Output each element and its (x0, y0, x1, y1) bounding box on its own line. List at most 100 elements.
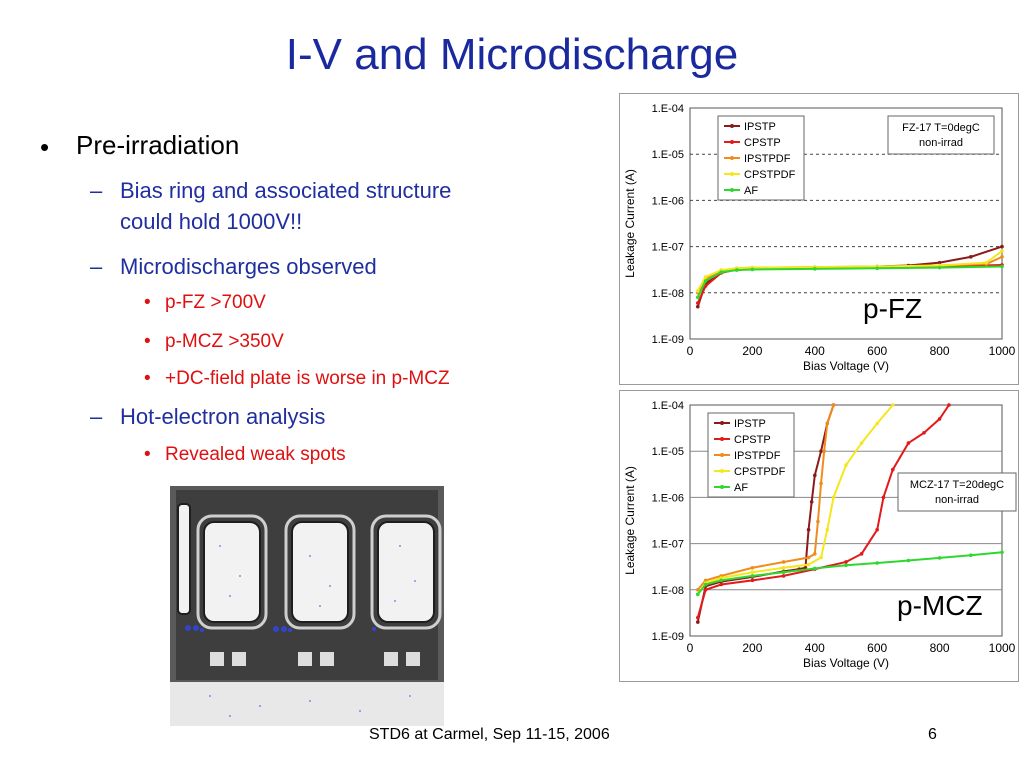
data-point-cpstpdf (1000, 249, 1004, 253)
legend-marker (720, 469, 724, 473)
annotation-text: non-irrad (935, 494, 979, 506)
bullet-weak-spots: Revealed weak spots (165, 444, 346, 465)
data-point-ipstp (1000, 244, 1004, 249)
pfz-iv-chart: 1.E-09 1.E-08 1.E-07 1.E-06 1.E-05 1.E-04 0 200… (619, 93, 1019, 385)
data-point-cpstpdf (831, 495, 836, 500)
data-point-ipstp (813, 473, 817, 478)
x-tick-label: 0 (687, 344, 694, 358)
data-point-af (719, 578, 723, 583)
data-point-ipstpdf (819, 481, 823, 486)
data-point-cpstp (891, 467, 895, 472)
y-tick-label: 1.E-07 (652, 539, 684, 551)
legend-marker (720, 453, 724, 457)
data-point-af (813, 566, 817, 571)
sub-bullet-dot: • (144, 444, 151, 465)
data-point-ipstp (806, 527, 811, 532)
data-point-af (735, 268, 739, 272)
data-point-cpstp (937, 417, 942, 421)
sub-bullet-dot: • (144, 368, 151, 389)
data-point-ipstp (696, 304, 700, 309)
data-point-ipstpdf (816, 519, 820, 524)
data-point-af (906, 558, 911, 563)
data-point-af (750, 267, 755, 272)
x-tick-label: 1000 (989, 344, 1016, 358)
data-point-cpstpdf (806, 562, 811, 567)
data-point-cpstpdf (875, 421, 879, 426)
page-number: 6 (928, 726, 937, 743)
data-point-cpstpdf (984, 260, 989, 265)
legend-marker (720, 485, 724, 489)
legend-label: IPSTP (744, 121, 776, 133)
data-point-ipstpdf (696, 588, 700, 592)
data-point-cpstpdf (696, 289, 700, 293)
data-point-af (937, 265, 942, 270)
data-point-af (875, 266, 879, 271)
legend-marker (730, 140, 734, 144)
data-point-ipstp (696, 620, 700, 624)
legend-marker (720, 421, 724, 425)
legend-marker (730, 188, 734, 192)
bullet-pfz: p-FZ >700V (165, 292, 266, 313)
data-point-cpstp (703, 588, 708, 592)
series-line-ipstpdf (697, 404, 835, 591)
y-tick-label: 1.E-08 (652, 585, 684, 597)
legend-label: CPSTP (744, 137, 781, 149)
dash-marker: – (90, 404, 103, 429)
pfz-caption: p-FZ (863, 293, 923, 324)
data-point-cpstp (922, 431, 926, 435)
x-tick-label: 600 (867, 641, 887, 655)
annotation-text: FZ-17 T=0degC (902, 122, 980, 134)
data-point-ipstp (937, 260, 942, 265)
series-line-af (697, 551, 1003, 595)
data-point-af (719, 270, 723, 274)
data-point-cpstpdf (891, 403, 895, 407)
data-point-af (696, 592, 700, 597)
series-line-cpstpdf (696, 250, 1003, 292)
data-point-af (781, 570, 786, 575)
sub-bullet-dot: • (144, 292, 151, 313)
footer-text: STD6 at Carmel, Sep 11-15, 2006 (369, 726, 610, 743)
bullet-dot: • (40, 132, 50, 162)
x-tick-label: 400 (805, 344, 825, 358)
x-tick-label: 0 (687, 641, 694, 655)
data-point-af (937, 556, 942, 560)
x-tick-label: 1000 (989, 641, 1016, 655)
data-point-af (969, 553, 973, 558)
bullet-bias-ring: Bias ring and associated structure (120, 178, 452, 203)
data-point-cpstpdf (750, 570, 755, 575)
data-point-af (844, 563, 848, 568)
legend-marker (730, 124, 734, 128)
annotation-box (897, 472, 1017, 512)
data-point-cpstpdf (844, 463, 848, 467)
legend-marker (730, 156, 734, 160)
data-point-af (703, 279, 708, 283)
y-tick-label: 1.E-08 (652, 288, 684, 300)
data-point-cpstpdf (859, 441, 864, 445)
y-tick-label: 1.E-07 (652, 242, 684, 254)
sub-bullet-dot: • (144, 331, 151, 352)
bullet-hot-electron: Hot-electron analysis (120, 404, 326, 429)
x-tick-label: 800 (930, 344, 950, 358)
annotation-text: MCZ-17 T=20degC (910, 479, 1004, 491)
x-axis-label: Bias Voltage (V) (803, 359, 889, 373)
y-tick-label: 1.E-04 (652, 400, 684, 412)
data-point-ipstpdf (703, 578, 708, 583)
legend-marker (720, 437, 724, 441)
pmcz-chart-svg: 1.E-09 1.E-08 1.E-07 1.E-06 1.E-05 1.E-04 0 200… (623, 400, 1017, 670)
pmcz-iv-chart: 1.E-09 1.E-08 1.E-07 1.E-06 1.E-05 1.E-04 0 200… (619, 390, 1019, 682)
data-point-cpstp (881, 495, 886, 500)
bullet-microdischarges: Microdischarges observed (120, 254, 377, 279)
data-point-cpstp (859, 552, 864, 556)
data-point-ipstpdf (781, 560, 786, 564)
dash-marker: – (90, 178, 103, 203)
data-point-cpstpdf (825, 527, 830, 532)
x-tick-label: 200 (742, 641, 762, 655)
legend-label: IPSTPDF (744, 153, 791, 165)
data-point-ipstp (809, 500, 814, 504)
bullet-pre-irradiation: Pre-irradiation (76, 130, 240, 160)
bullet-pmcz: p-MCZ >350V (165, 331, 284, 352)
data-point-cpstp (906, 441, 911, 445)
data-point-af (1000, 264, 1004, 269)
data-point-cpstpdf (703, 275, 708, 279)
legend-label: CPSTPDF (744, 169, 796, 181)
